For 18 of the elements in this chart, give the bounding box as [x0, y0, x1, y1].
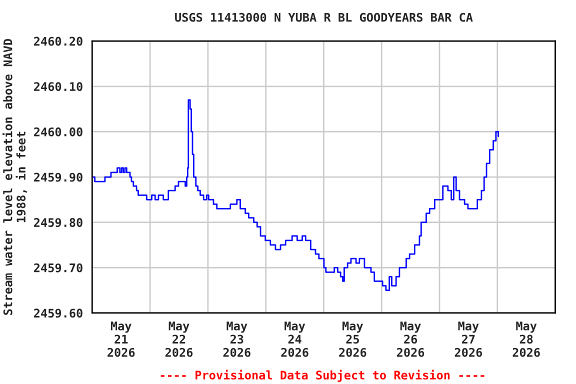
- y-axis-title: Stream water level elevation above NAVD 1988, in feet: [2, 38, 28, 315]
- x-tick-label: May 25 2026: [339, 322, 366, 357]
- x-tick-label: May 23 2026: [223, 322, 250, 357]
- y-tick-label: 2459.60: [34, 308, 82, 318]
- x-tick-label: May 22 2026: [165, 322, 193, 357]
- x-tick-label: May 28 2026: [512, 322, 540, 357]
- y-tick-label: 2460.00: [34, 127, 82, 136]
- y-tick-label: 2460.10: [34, 82, 82, 92]
- x-tick-label: May 21 2026: [108, 322, 135, 357]
- x-tick-label: May 27 2026: [454, 322, 482, 357]
- y-tick-label: 2460.20: [34, 36, 82, 46]
- y-tick-label: 2459.90: [34, 172, 82, 182]
- x-tick-label: May 26 2026: [396, 322, 424, 357]
- y-tick-label: 2459.80: [34, 218, 82, 228]
- y-tick-label: 2459.70: [34, 263, 82, 272]
- text: ---- Provisional Data Subject to Revision ----: [160, 370, 484, 382]
- chart-title: USGS 11413000 N YUBA R BL GOODYEARS BAR CA: [175, 12, 473, 22]
- x-tick-label: May 24 2026: [281, 322, 308, 357]
